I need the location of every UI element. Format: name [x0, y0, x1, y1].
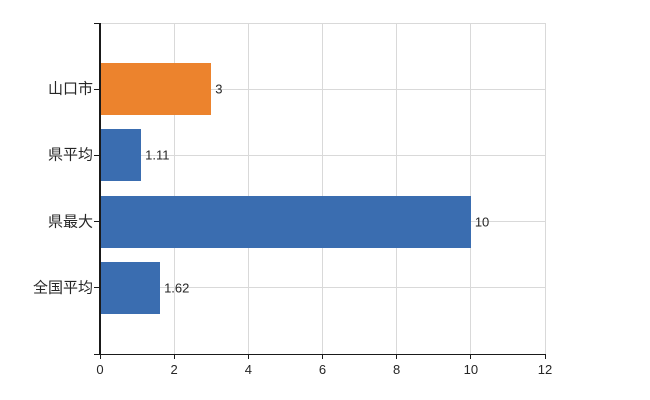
x-tick-label: 0 [96, 362, 104, 377]
x-tick-mark [544, 354, 546, 359]
y-category-label: 県平均 [47, 146, 93, 164]
y-tick-mark [94, 22, 99, 24]
x-tick-mark [173, 354, 175, 359]
bar [101, 63, 212, 116]
bar-value-label: 10 [474, 214, 490, 230]
x-tick-label: 2 [170, 362, 178, 377]
bar [101, 195, 471, 248]
x-tick-mark [396, 354, 398, 359]
y-tick-mark [94, 154, 99, 156]
y-tick-mark [94, 88, 99, 90]
bar [101, 261, 161, 314]
x-tick-label: 10 [463, 362, 479, 377]
x-tick-label: 12 [537, 362, 553, 377]
bar [101, 129, 142, 182]
x-tick-label: 4 [244, 362, 252, 377]
bar-value-label: 1.62 [164, 280, 190, 296]
x-tick-mark [99, 354, 101, 359]
x-tick-mark [470, 354, 472, 359]
x-tick-label: 6 [318, 362, 327, 377]
v-gridline [173, 23, 175, 354]
y-category-label: 山口市 [47, 80, 93, 98]
v-gridline [544, 23, 546, 354]
x-tick-label: 8 [393, 362, 401, 377]
x-tick-mark [322, 354, 323, 359]
y-tick-mark [94, 353, 99, 355]
y-axis-line [99, 23, 101, 355]
y-category-label: 県最大 [47, 213, 93, 231]
v-gridline [247, 23, 249, 354]
bar-value-label: 1.11 [145, 147, 170, 163]
y-category-label: 全国平均 [32, 279, 93, 297]
v-gridline [322, 23, 323, 354]
v-gridline [470, 23, 472, 354]
x-tick-mark [247, 354, 249, 359]
y-tick-mark [94, 287, 99, 289]
v-gridline [396, 23, 398, 354]
bar-value-label: 3 [215, 81, 223, 97]
y-tick-mark [94, 221, 99, 223]
